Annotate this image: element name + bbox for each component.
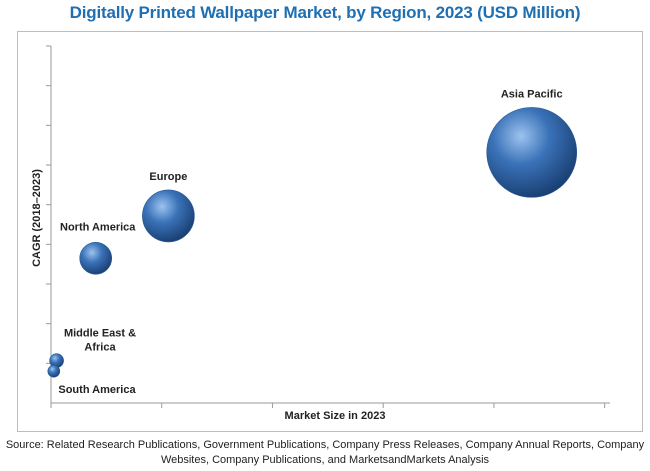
bubble-label-line: North America: [60, 221, 136, 233]
bubble-south-america: [47, 364, 61, 378]
bubble-label-south-america: South America: [58, 384, 136, 396]
bubble-label-north-america: North America: [60, 221, 136, 233]
bubble-north-america: [79, 241, 113, 275]
y-axis-label: CAGR (2018–2023): [31, 169, 43, 267]
bubble-label-line: Africa: [84, 342, 116, 354]
x-axis-label: Market Size in 2023: [284, 410, 386, 422]
axes: [46, 45, 610, 408]
bubble-label-line: Europe: [149, 171, 187, 183]
bubble-label-line: Asia Pacific: [501, 88, 563, 100]
source-note: Source: Related Research Publications, G…: [0, 438, 650, 468]
bubble-label-line: Middle East &: [64, 328, 136, 340]
source-line-1: Source: Related Research Publications, G…: [5, 439, 645, 451]
bubble-europe: [142, 189, 195, 243]
bubble-label-asia-pacific: Asia Pacific: [501, 88, 563, 100]
bubble-asia-pacific: [486, 107, 578, 198]
bubble-label-europe: Europe: [149, 171, 187, 183]
bubble-label-line: South America: [58, 384, 136, 396]
chart-frame: [17, 31, 643, 432]
bubble-labels: Asia Pacific Europe North America Middle Ea…: [58, 88, 562, 396]
source-line-2: Websites, Company Publications, and Mark…: [160, 454, 490, 466]
bubbles: [47, 107, 578, 378]
bubble-label-middle-east-africa: Middle East & Africa: [64, 328, 136, 354]
chart-title: Digitally Printed Wallpaper Market, by R…: [69, 3, 581, 22]
